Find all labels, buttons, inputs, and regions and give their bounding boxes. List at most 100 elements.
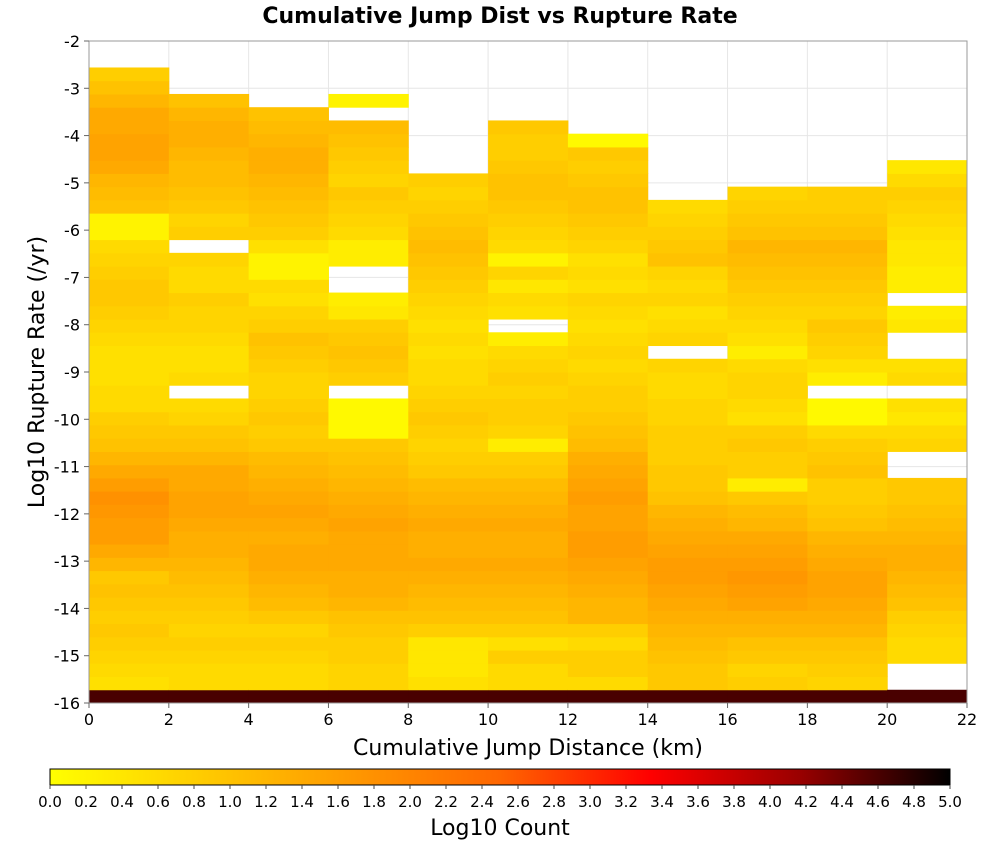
y-tick-label-5: -7	[64, 268, 80, 287]
heatmap-cell	[567, 610, 649, 625]
heatmap-cell	[887, 411, 968, 426]
heatmap-cell	[567, 319, 649, 333]
heatmap-cell	[488, 557, 569, 572]
heatmap-cell	[887, 557, 968, 572]
heatmap-cell	[647, 530, 729, 545]
heatmap-cell	[488, 372, 569, 386]
heatmap-cell	[887, 597, 968, 611]
heatmap-cell	[647, 570, 729, 585]
heatmap-cell	[168, 610, 250, 625]
heatmap-cell	[408, 332, 489, 347]
heatmap-cell	[807, 292, 888, 307]
heatmap-cell	[567, 623, 649, 638]
heatmap-cell	[168, 557, 250, 572]
heatmap-cell	[647, 517, 729, 532]
heatmap-cell	[89, 610, 170, 625]
heatmap-cell	[488, 305, 569, 320]
heatmap-cell	[248, 345, 329, 360]
heatmap-cell	[727, 424, 808, 439]
heatmap-cell	[168, 650, 250, 664]
y-tick-label-14: -16	[54, 694, 80, 713]
heatmap-cell	[727, 186, 808, 201]
heatmap-cell	[89, 451, 170, 466]
heatmap-cell	[567, 477, 649, 492]
heatmap-cell	[248, 424, 329, 439]
heatmap-cell	[89, 372, 170, 386]
heatmap-cell	[488, 146, 569, 161]
heatmap-cell	[248, 160, 329, 174]
heatmap-cell	[328, 332, 409, 347]
heatmap-cell	[168, 689, 250, 704]
heatmap-cell	[488, 385, 569, 399]
heatmap-cell	[328, 133, 409, 148]
heatmap-cell	[567, 583, 649, 598]
heatmap-cell	[408, 464, 489, 479]
heatmap-cell	[248, 398, 329, 413]
heatmap-cell	[567, 372, 649, 386]
heatmap-cell	[647, 477, 729, 492]
heatmap-cell	[168, 186, 250, 201]
heatmap-cell	[248, 226, 329, 241]
heatmap-cell	[89, 597, 170, 611]
y-tick-label-13: -15	[54, 647, 80, 666]
heatmap-cell	[248, 133, 329, 148]
heatmap-cell	[328, 477, 409, 492]
heatmap-cell	[328, 438, 409, 452]
heatmap-cell	[488, 544, 569, 558]
heatmap-cell	[488, 292, 569, 307]
heatmap-cell	[168, 676, 250, 691]
heatmap-cell	[567, 570, 649, 585]
heatmap-cell	[248, 332, 329, 347]
heatmap-cell	[488, 636, 569, 651]
heatmap-cell	[647, 424, 729, 439]
y-tick-label-11: -13	[54, 552, 80, 571]
colorbar-tick-label-1: 0.2	[74, 793, 98, 811]
heatmap-cell	[408, 411, 489, 426]
heatmap-cell	[647, 385, 729, 399]
colorbar-tick-label-23: 4.6	[866, 793, 890, 811]
heatmap-cell	[89, 517, 170, 532]
heatmap-cell	[408, 424, 489, 439]
heatmap-cell	[567, 597, 649, 611]
heatmap-cell	[168, 597, 250, 611]
heatmap-cell	[168, 279, 250, 294]
heatmap-cell	[248, 689, 329, 704]
heatmap-cell	[89, 689, 170, 704]
heatmap-cell	[647, 451, 729, 466]
heatmap-cell	[567, 424, 649, 439]
heatmap-cell	[408, 451, 489, 466]
heatmap-cell	[89, 544, 170, 558]
heatmap-cell	[408, 583, 489, 598]
heatmap-cell	[727, 676, 808, 691]
heatmap-cell	[807, 557, 888, 572]
heatmap-cell	[248, 570, 329, 585]
heatmap-cell	[807, 689, 888, 704]
heatmap-cell	[567, 146, 649, 161]
heatmap-cell	[89, 67, 170, 82]
heatmap-cell	[807, 239, 888, 254]
heatmap-cell	[567, 636, 649, 651]
heatmap-cell	[567, 239, 649, 254]
heatmap-cell	[647, 332, 729, 347]
heatmap-cell	[488, 504, 569, 519]
heatmap-cell	[488, 133, 569, 148]
heatmap-cell	[647, 411, 729, 426]
heatmap-cell	[488, 120, 569, 135]
y-tick-label-8: -10	[54, 410, 80, 429]
heatmap-cell	[567, 385, 649, 399]
heatmap-cell	[567, 663, 649, 678]
heatmap-cell	[89, 663, 170, 678]
heatmap-cell	[727, 252, 808, 267]
heatmap-cell	[647, 623, 729, 638]
heatmap-cell	[168, 213, 250, 227]
heatmap-cell	[887, 239, 968, 254]
heatmap-cell	[807, 279, 888, 294]
heatmap-cell	[248, 372, 329, 386]
heatmap-cell	[89, 358, 170, 373]
heatmap-cell	[89, 623, 170, 638]
heatmap-cell	[807, 491, 888, 505]
heatmap-cell	[168, 451, 250, 466]
heatmap-cell	[647, 636, 729, 651]
heatmap-cell	[168, 146, 250, 161]
heatmap-cell	[807, 424, 888, 439]
